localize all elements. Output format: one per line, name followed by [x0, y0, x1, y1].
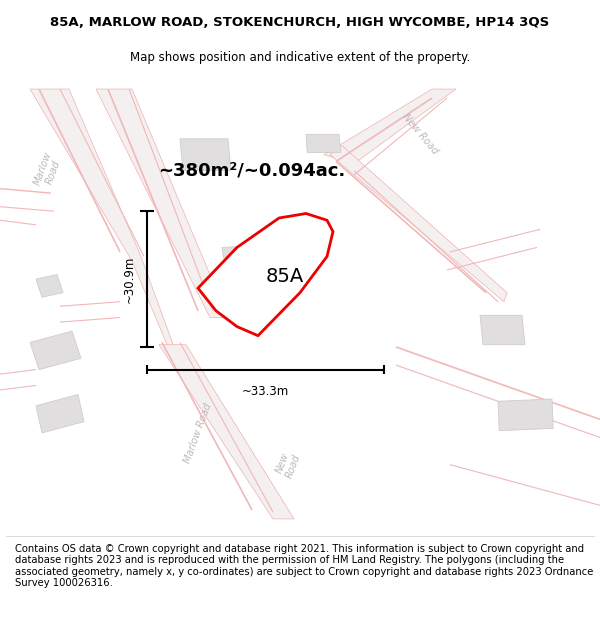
Polygon shape — [330, 146, 507, 302]
Text: ~33.3m: ~33.3m — [242, 386, 289, 399]
Polygon shape — [222, 245, 270, 284]
Polygon shape — [306, 134, 341, 152]
Text: ~30.9m: ~30.9m — [123, 256, 136, 302]
Text: New Road: New Road — [400, 112, 440, 156]
Polygon shape — [96, 89, 228, 318]
Polygon shape — [159, 345, 294, 519]
Text: 85A, MARLOW ROAD, STOKENCHURCH, HIGH WYCOMBE, HP14 3QS: 85A, MARLOW ROAD, STOKENCHURCH, HIGH WYC… — [50, 16, 550, 29]
Text: New
Road: New Road — [274, 449, 302, 480]
Polygon shape — [180, 139, 231, 171]
Polygon shape — [480, 315, 525, 345]
Text: Marlow Road: Marlow Road — [182, 401, 214, 464]
Text: ~380m²/~0.094ac.: ~380m²/~0.094ac. — [158, 161, 346, 179]
Polygon shape — [36, 274, 63, 298]
Text: Marlow
Road: Marlow Road — [32, 150, 64, 191]
Polygon shape — [324, 89, 456, 164]
Polygon shape — [36, 394, 84, 433]
Text: Map shows position and indicative extent of the property.: Map shows position and indicative extent… — [130, 51, 470, 64]
Polygon shape — [30, 89, 174, 347]
Polygon shape — [198, 214, 333, 336]
Polygon shape — [498, 399, 553, 431]
Text: 85A: 85A — [266, 268, 304, 286]
Text: Contains OS data © Crown copyright and database right 2021. This information is : Contains OS data © Crown copyright and d… — [15, 544, 593, 588]
Polygon shape — [30, 331, 81, 369]
